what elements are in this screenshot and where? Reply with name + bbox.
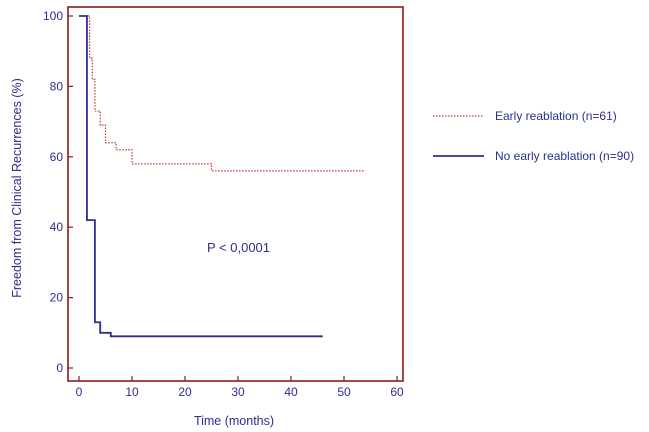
x-tick-label: 50 — [337, 385, 351, 399]
legend: Early reablation (n=61) No early reablati… — [433, 109, 634, 163]
y-tick-label: 60 — [50, 150, 64, 164]
series-line-2 — [79, 15, 323, 338]
x-tick-label: 20 — [178, 385, 192, 399]
x-tick-label: 0 — [76, 385, 83, 399]
x-tick-label: 60 — [390, 385, 404, 399]
y-tick-label: 0 — [56, 361, 63, 375]
plot-frame — [67, 6, 404, 382]
legend-entry-1: Early reablation (n=61) — [495, 109, 617, 123]
axes-layer: 0 20 40 60 80 100 0 10 20 30 40 50 60 — [43, 6, 404, 399]
series-line-1 — [79, 15, 366, 172]
x-axis-label: Time (months) — [194, 414, 274, 428]
y-tick-label: 100 — [43, 9, 63, 23]
x-tick-label: 40 — [284, 385, 298, 399]
y-tick-label: 80 — [50, 79, 64, 93]
x-tick-label: 10 — [125, 385, 139, 399]
series-layer — [79, 15, 366, 338]
y-tick-label: 40 — [50, 220, 64, 234]
legend-entry-2: No early reablation (n=90) — [495, 149, 634, 163]
y-axis-label: Freedom from Clinical Recurrences (%) — [10, 78, 24, 298]
x-tick-label: 30 — [231, 385, 245, 399]
p-value-annotation: P < 0,0001 — [207, 240, 270, 255]
y-tick-label: 20 — [50, 291, 64, 305]
